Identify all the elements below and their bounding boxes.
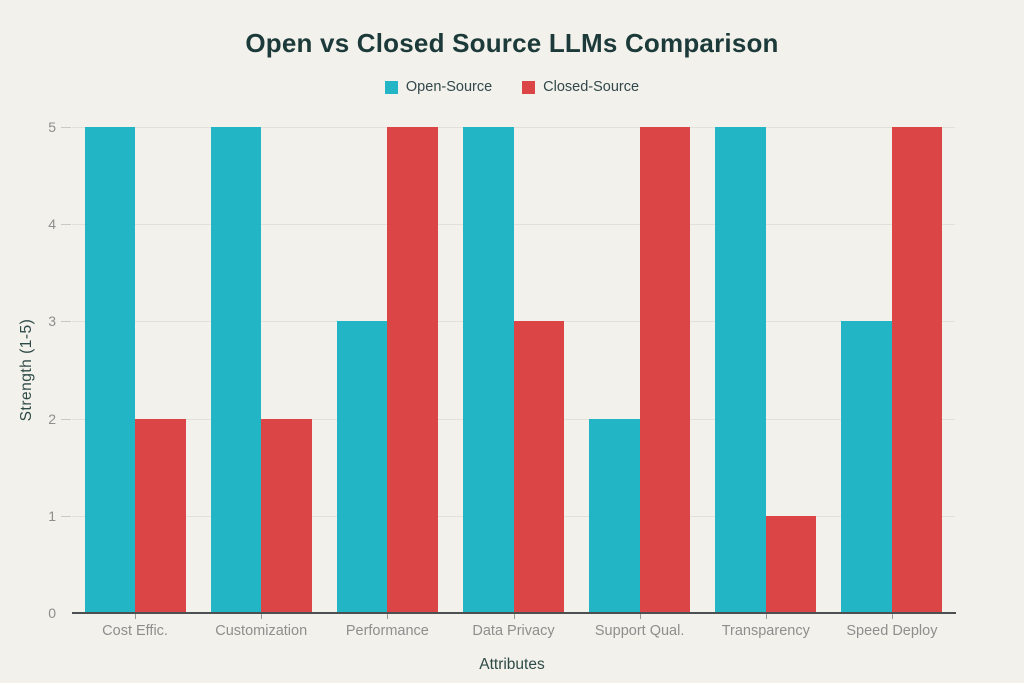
y-tick-label-2: 2 [48,410,56,427]
legend-item-closed-source: Closed-Source [522,79,639,95]
legend-color-swatch-open-source [384,80,398,94]
bar-closed-source-transparency [765,515,817,613]
bar-closed-source-support-qual [639,127,691,613]
y-axis-title: Strength (1-5) [18,318,35,422]
x-tick-mark-transparency [765,614,767,619]
bar-closed-source-cost-effic [135,418,186,613]
bar-open-source-customization [210,127,262,613]
bar-closed-source-data-privacy [513,321,564,613]
plot-area [72,127,955,613]
x-tick-mark-support-qual [639,614,641,619]
x-tick-mark-data-privacy [513,614,515,619]
bar-open-source-speed-deploy [841,321,892,613]
bar-open-source-support-qual [589,418,640,613]
x-tick-label-performance: Performance [345,623,429,639]
legend-color-swatch-closed-source [522,80,536,94]
y-tick-label-4: 4 [48,216,56,233]
x-tick-label-data-privacy: Data Privacy [472,623,555,639]
y-tick-label-3: 3 [48,313,56,330]
x-tick-label-customization: Customization [215,623,308,639]
x-tick-mark-performance [387,614,389,619]
bar-closed-source-customization [261,418,312,613]
x-axis-title: Attributes [479,656,545,673]
gridline-y-5 [72,127,955,128]
y-tick-mark-2 [61,418,71,420]
legend-label-open-source: Open-Source [405,79,493,95]
legend-label-closed-source: Closed-Source [543,79,640,95]
bar-open-source-cost-effic [84,127,136,613]
x-axis-line [72,612,956,614]
gridline-y-4 [72,224,955,226]
y-tick-label-5: 5 [48,119,56,135]
x-tick-label-support-qual: Support Qual. [594,623,685,639]
bar-closed-source-speed-deploy [891,127,943,613]
y-tick-mark-5 [61,127,71,128]
bar-open-source-performance [336,321,388,613]
legend: Open-Source Closed-Source [0,79,1024,95]
bar-open-source-transparency [715,127,766,613]
y-tick-label-0: 0 [48,605,56,621]
y-tick-label-1: 1 [48,507,56,524]
y-tick-mark-3 [61,321,71,323]
bar-open-source-data-privacy [463,127,514,613]
y-tick-mark-1 [61,515,71,517]
x-tick-label-transparency: Transparency [721,623,810,639]
x-tick-mark-cost-effic [135,614,137,619]
x-tick-mark-customization [261,614,263,619]
x-tick-label-cost-effic: Cost Effic. [102,623,168,639]
x-tick-label-speed-deploy: Speed Deploy [846,623,938,639]
x-tick-mark-speed-deploy [891,614,893,619]
y-tick-mark-4 [61,224,71,226]
bar-closed-source-performance [387,127,438,613]
chart-title: Open vs Closed Source LLMs Comparison [245,28,779,58]
legend-item-open-source: Open-Source [384,79,493,95]
